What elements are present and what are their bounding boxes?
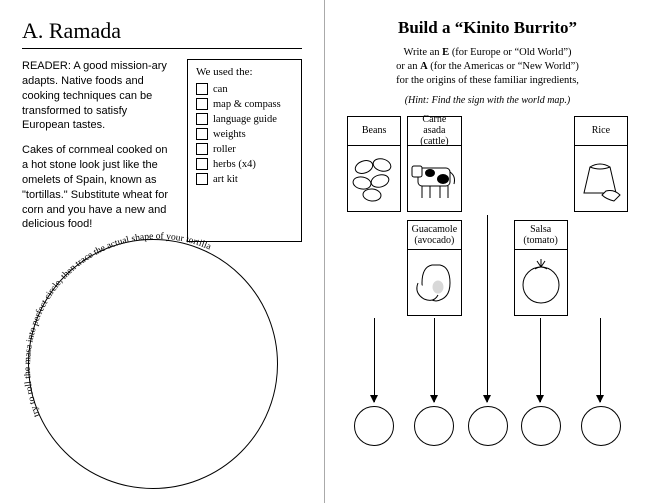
tortilla-circle[interactable] <box>28 239 278 489</box>
arrow-carne <box>487 215 488 402</box>
checkbox[interactable] <box>196 98 208 110</box>
checkbox[interactable] <box>196 128 208 140</box>
col-rice: Rice <box>574 116 628 446</box>
pic-carne <box>407 146 461 212</box>
checklist-title: We used the: <box>196 66 293 78</box>
left-page: A. Ramada READER: A good mission-ary ada… <box>0 0 325 503</box>
checklist-item: roller <box>196 143 293 155</box>
checklist-item: can <box>196 83 293 95</box>
arrow-rice <box>600 318 601 402</box>
beans-icon <box>350 153 398 203</box>
pic-rice <box>574 146 628 212</box>
checkbox[interactable] <box>196 143 208 155</box>
checkbox[interactable] <box>196 158 208 170</box>
checkbox[interactable] <box>196 113 208 125</box>
checklist-label: map & compass <box>213 99 281 110</box>
label-guac: Guacamole (avocado) <box>407 220 461 250</box>
checklist-box: We used the: can map & compass language gu… <box>187 59 302 242</box>
checklist-label: art kit <box>213 174 238 185</box>
checklist-item: herbs (x4) <box>196 158 293 170</box>
sub-3: for the origins of these familiar ingred… <box>396 75 579 86</box>
page-title-ramada: A. Ramada <box>22 18 302 49</box>
checklist-item: map & compass <box>196 98 293 110</box>
answer-circle-beans[interactable] <box>354 406 394 446</box>
checklist-label: can <box>213 84 228 95</box>
avocado-icon <box>410 257 458 307</box>
reader-para-1: READER: A good mission-ary adapts. Nativ… <box>22 59 175 133</box>
checklist-label: herbs (x4) <box>213 159 256 170</box>
arrow-beans <box>374 318 375 402</box>
rice-icon <box>576 153 626 203</box>
tomato-icon <box>517 257 565 307</box>
cow-icon <box>408 156 460 200</box>
checkbox[interactable] <box>196 83 208 95</box>
answer-circle-guac[interactable] <box>414 406 454 446</box>
reader-text: READER: A good mission-ary adapts. Nativ… <box>22 59 175 242</box>
label-beans: Beans <box>347 116 401 146</box>
right-page: Build a “Kinito Burrito” Write an E (for… <box>325 0 650 503</box>
checkbox[interactable] <box>196 173 208 185</box>
tortilla-activity: try to roll the masa into perfect circle… <box>28 229 288 489</box>
col-salsa: x Salsa (tomato) <box>514 116 568 446</box>
col-beans: Beans <box>347 116 401 446</box>
page-title-burrito: Build a “Kinito Burrito” <box>347 18 628 38</box>
checklist-item: art kit <box>196 173 293 185</box>
checklist-label: weights <box>213 129 246 140</box>
checklist-label: roller <box>213 144 236 155</box>
label-rice: Rice <box>574 116 628 146</box>
reader-para-2: Cakes of cornmeal cooked on a hot stone … <box>22 143 175 232</box>
answer-circle-carne[interactable] <box>468 406 508 446</box>
hint-text: (Hint: Find the sign with the world map.… <box>347 95 628 106</box>
ingredients-grid: Beans Carne asada (cattle) <box>347 116 628 446</box>
label-salsa: Salsa (tomato) <box>514 220 568 250</box>
sub-a: or an A (for the Americas or “New World”… <box>396 61 579 72</box>
pic-beans <box>347 146 401 212</box>
answer-circle-salsa[interactable] <box>521 406 561 446</box>
answer-circle-rice[interactable] <box>581 406 621 446</box>
checklist-item: language guide <box>196 113 293 125</box>
label-carne: Carne asada (cattle) <box>407 116 461 146</box>
instructions: Write an E (for Europe or “Old World”) o… <box>347 46 628 89</box>
arrow-guac <box>434 318 435 402</box>
left-top-row: READER: A good mission-ary adapts. Nativ… <box>22 59 302 242</box>
checklist-item: weights <box>196 128 293 140</box>
sub-e: Write an E (for Europe or “Old World”) <box>404 47 572 58</box>
col-carne-arrow <box>468 116 508 446</box>
pic-guac <box>407 250 461 316</box>
checklist-label: language guide <box>213 114 277 125</box>
arrow-salsa <box>540 318 541 402</box>
pic-salsa <box>514 250 568 316</box>
col-carne-guac: Carne asada (cattle) Guacam <box>407 116 461 446</box>
